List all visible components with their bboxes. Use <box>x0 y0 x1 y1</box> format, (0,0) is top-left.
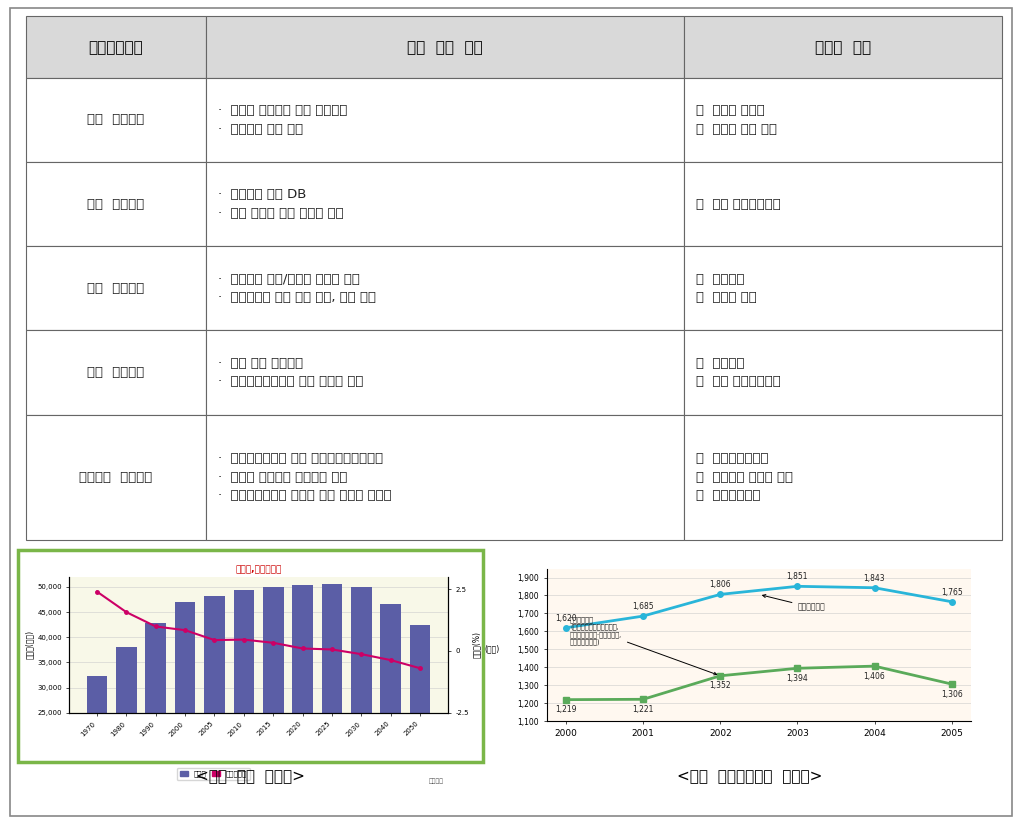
Text: 1,352: 1,352 <box>709 681 731 691</box>
Bar <box>26 78 206 162</box>
Text: 1,620: 1,620 <box>555 614 576 623</box>
Y-axis label: (천명): (천명) <box>484 644 500 653</box>
Bar <box>26 16 206 78</box>
Text: 건설프로세스: 건설프로세스 <box>89 40 143 54</box>
Text: 1,306: 1,306 <box>940 690 963 699</box>
Bar <box>685 414 1002 540</box>
Text: 설계  프로세스: 설계 프로세스 <box>87 198 144 211</box>
Bar <box>685 16 1002 78</box>
Text: 1,406: 1,406 <box>864 672 885 681</box>
Bar <box>234 590 254 824</box>
Text: ·  선제작 후설계로 최소 발주시간
·  지역센터 이용 구매: · 선제작 후설계로 최소 발주시간 · 지역센터 이용 구매 <box>218 105 347 136</box>
Text: 1,851: 1,851 <box>787 573 808 582</box>
Bar <box>380 604 401 824</box>
Text: <국내  인구  성장률>: <국내 인구 성장률> <box>196 770 306 784</box>
Text: 나라지표: 나라지표 <box>429 778 444 784</box>
Bar <box>206 246 685 330</box>
Text: 시공  프로세스: 시공 프로세스 <box>87 366 144 379</box>
Bar <box>206 330 685 414</box>
Text: <국내  건설기능인력  성장률>: <국내 건설기능인력 성장률> <box>678 770 823 784</box>
Bar <box>206 16 685 78</box>
Bar <box>204 597 225 824</box>
Bar <box>685 246 1002 330</box>
Text: ·  표준화된 부재/모듈의 자동화 제작
·  대량생산을 통한 품질 안정, 검사 감소: · 표준화된 부재/모듈의 자동화 제작 · 대량생산을 통한 품질 안정, 검… <box>218 273 376 304</box>
Text: 생산  프로세스: 생산 프로세스 <box>87 282 144 295</box>
Bar <box>685 330 1002 414</box>
Title: 총인구,인구성장률: 총인구,인구성장률 <box>235 565 282 574</box>
Text: 모듈러  기술: 모듈러 기술 <box>815 40 871 54</box>
Text: 목표  달성  방법: 목표 달성 방법 <box>408 40 483 54</box>
Text: －  모듈관리시스템
－  부분교체 기능성 모듈
－  고내구성소재: － 모듈관리시스템 － 부분교체 기능성 모듈 － 고내구성소재 <box>696 452 793 502</box>
Bar <box>685 78 1002 162</box>
Bar <box>175 602 195 824</box>
Bar <box>685 162 1002 246</box>
Text: 건설업체업자: 건설업체업자 <box>762 595 825 611</box>
Bar <box>117 647 137 824</box>
Text: 1,221: 1,221 <box>633 705 654 714</box>
Bar <box>206 414 685 540</box>
Text: 1,219: 1,219 <box>555 705 576 714</box>
Bar <box>206 78 685 162</box>
Bar <box>322 584 342 824</box>
Bar <box>263 587 283 824</box>
Bar <box>26 414 206 540</box>
Text: －  시공기술
－  모듈 정보화시스템: － 시공기술 － 모듈 정보화시스템 <box>696 357 781 388</box>
Bar <box>206 162 685 246</box>
Text: 1,685: 1,685 <box>633 602 654 611</box>
Legend: 총인구, 인구성장률: 총인구, 인구성장률 <box>177 768 249 780</box>
Text: －  표준모듈
－  자동화 제작: － 표준모듈 － 자동화 제작 <box>696 273 757 304</box>
Bar <box>87 677 107 824</box>
Y-axis label: 총인구(천명): 총인구(천명) <box>26 630 35 659</box>
Text: 유지관리  프로세스: 유지관리 프로세스 <box>80 471 152 484</box>
Text: 1,806: 1,806 <box>709 580 731 589</box>
Bar <box>26 162 206 246</box>
Text: －  선제작 후설계
－  사업화 모델 개발: － 선제작 후설계 － 사업화 모델 개발 <box>696 105 777 136</box>
Text: 1,843: 1,843 <box>864 574 885 583</box>
Text: 발주  프로세스: 발주 프로세스 <box>87 114 144 127</box>
Bar <box>26 246 206 330</box>
Text: ·  표준화된 모듈 DB
·  모듈 조합을 통한 자동화 설계: · 표준화된 모듈 DB · 모듈 조합을 통한 자동화 설계 <box>218 189 343 220</box>
Text: ·  모듈이력관리를 통한 교체－최소운반기간
·  교체시 표준화된 부분교체 모듈
·  고내구성소재의 적용을 통한 재도장 불필요: · 모듈이력관리를 통한 교체－최소운반기간 · 교체시 표준화된 부분교체 모… <box>218 452 391 502</box>
Bar <box>352 588 372 824</box>
Bar <box>292 585 313 824</box>
Text: ·  경량 모듈 조립시공
·  시공시뮬레이션을 통한 시공성 확인: · 경량 모듈 조립시공 · 시공시뮬레이션을 통한 시공성 확인 <box>218 357 363 388</box>
Y-axis label: 성장률(%): 성장률(%) <box>471 631 480 658</box>
Text: 1,765: 1,765 <box>940 588 963 597</box>
Text: 1,394: 1,394 <box>787 674 808 683</box>
Text: 건설기능인력
(기능훈련검정기능종시자,
장치기계조작원·도트종시자,
단순노무종사자): 건설기능인력 (기능훈련검정기능종시자, 장치기계조작원·도트종시자, 단순노무… <box>570 616 716 675</box>
Text: －  모듈 정보화시스템: － 모듈 정보화시스템 <box>696 198 781 211</box>
Bar <box>26 330 206 414</box>
Bar <box>145 623 166 824</box>
Bar <box>410 625 430 824</box>
